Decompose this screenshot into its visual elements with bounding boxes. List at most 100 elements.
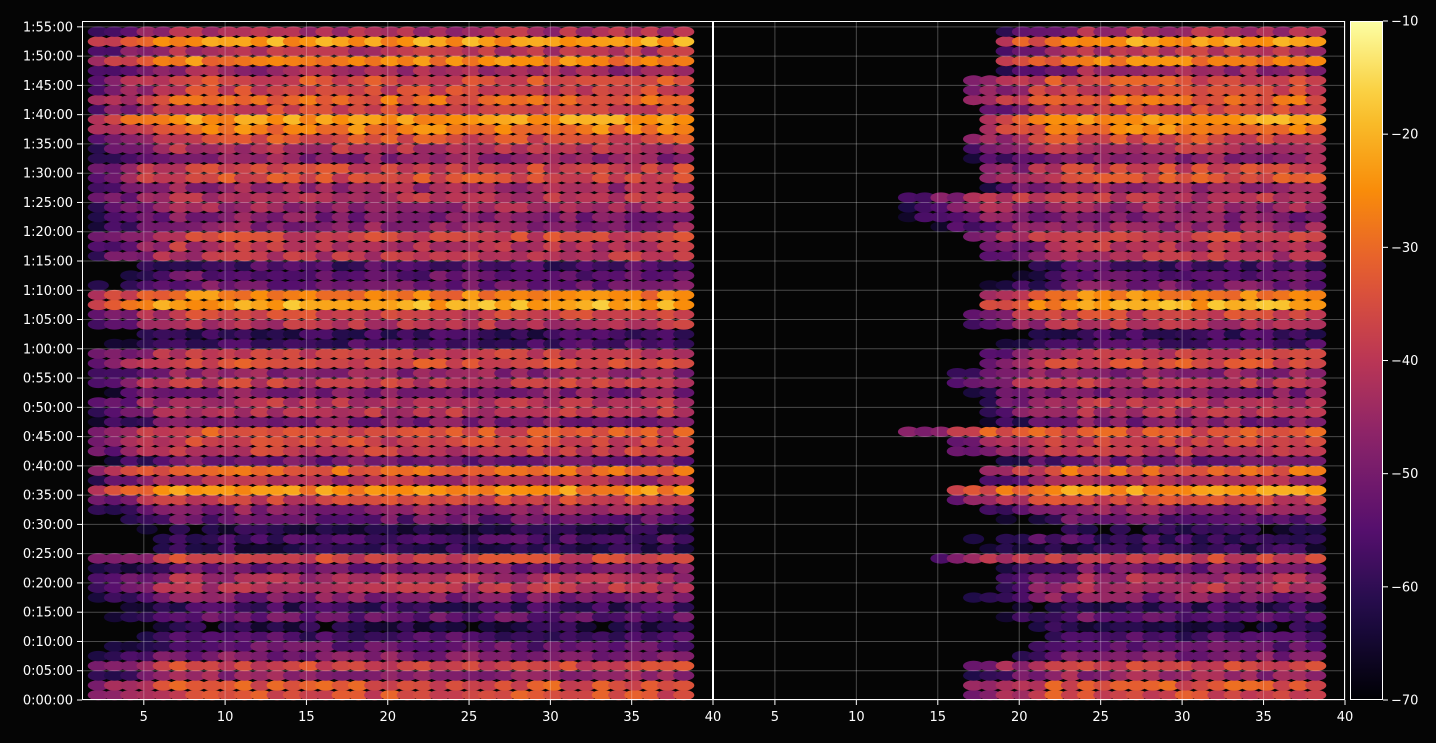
heatmap-cell bbox=[120, 202, 142, 213]
heatmap-cell bbox=[429, 202, 451, 213]
heatmap-cell bbox=[120, 387, 142, 398]
heatmap-cell bbox=[673, 416, 695, 428]
heatmap-cell bbox=[103, 416, 126, 428]
heatmap-cell bbox=[510, 124, 532, 135]
heatmap-cell bbox=[591, 611, 614, 623]
heatmap-cell bbox=[575, 192, 597, 203]
heatmap-cell bbox=[250, 338, 272, 350]
heatmap-cell bbox=[656, 250, 679, 262]
heatmap-cell bbox=[217, 611, 239, 623]
heatmap-cell bbox=[234, 407, 256, 418]
heatmap-cell bbox=[347, 172, 370, 184]
heatmap-cell bbox=[429, 660, 451, 672]
heatmap-cell bbox=[201, 582, 223, 593]
heatmap-cell bbox=[1305, 348, 1327, 359]
heatmap-cell bbox=[250, 670, 272, 681]
heatmap-cell bbox=[136, 455, 158, 467]
heatmap-cell bbox=[624, 192, 646, 203]
heatmap-cell bbox=[640, 592, 662, 603]
heatmap-cell bbox=[624, 358, 646, 369]
heatmap-cell bbox=[347, 124, 370, 135]
heatmap-cell bbox=[494, 524, 516, 535]
heatmap-cell bbox=[87, 289, 109, 301]
heatmap-cell bbox=[575, 397, 597, 408]
heatmap-cell bbox=[494, 270, 516, 281]
heatmap-cell bbox=[103, 319, 126, 330]
heatmap-cell bbox=[347, 387, 370, 398]
heatmap-panel-1 bbox=[87, 26, 695, 701]
heatmap-cell bbox=[299, 416, 321, 428]
heatmap-cell bbox=[543, 260, 565, 272]
heatmap-cell bbox=[510, 533, 532, 545]
colorbar-tick-label: −40 bbox=[1391, 354, 1418, 369]
heatmap-cell bbox=[673, 153, 695, 164]
heatmap-cell bbox=[543, 348, 565, 359]
heatmap-cell bbox=[364, 533, 386, 545]
heatmap-cell bbox=[152, 114, 174, 125]
heatmap-cell bbox=[429, 377, 451, 389]
heatmap-cell bbox=[656, 543, 679, 554]
heatmap-cell bbox=[299, 250, 321, 262]
heatmap-cell bbox=[217, 563, 239, 574]
heatmap-cell bbox=[299, 348, 321, 359]
heatmap-cell bbox=[201, 397, 223, 408]
heatmap-cell bbox=[217, 163, 239, 174]
heatmap-cell bbox=[152, 387, 174, 398]
heatmap-cell bbox=[347, 348, 370, 359]
heatmap-cell bbox=[87, 221, 109, 232]
heatmap-cell bbox=[510, 494, 532, 506]
heatmap-cell bbox=[380, 660, 402, 672]
heatmap-cell bbox=[608, 397, 630, 408]
heatmap-cell bbox=[315, 260, 337, 272]
heatmap-cell bbox=[380, 114, 402, 125]
heatmap-cell bbox=[656, 192, 679, 203]
heatmap-cell bbox=[152, 602, 174, 613]
heatmap-cell bbox=[478, 514, 500, 525]
heatmap-cell bbox=[136, 211, 158, 223]
heatmap-cell bbox=[266, 104, 288, 116]
heatmap-cell bbox=[396, 407, 418, 418]
heatmap-cell bbox=[136, 124, 158, 135]
heatmap-cell bbox=[250, 543, 272, 554]
heatmap-cell bbox=[120, 94, 142, 106]
heatmap-cell bbox=[185, 533, 207, 545]
heatmap-cell bbox=[185, 358, 207, 369]
heatmap-cell bbox=[510, 309, 532, 320]
heatmap-cell bbox=[624, 182, 646, 193]
heatmap-cell bbox=[429, 241, 451, 252]
heatmap-cell bbox=[299, 407, 321, 418]
heatmap-cell bbox=[217, 368, 239, 379]
heatmap-cell bbox=[364, 182, 386, 193]
heatmap-cell bbox=[591, 358, 614, 369]
y-tick-label: 1:55:00 bbox=[23, 20, 73, 35]
heatmap-cell bbox=[445, 309, 467, 320]
heatmap-cell bbox=[1305, 387, 1327, 398]
heatmap-cell bbox=[543, 377, 565, 389]
heatmap-cell bbox=[87, 407, 109, 418]
heatmap-cell bbox=[185, 153, 207, 164]
heatmap-cell bbox=[673, 46, 695, 57]
heatmap-cell bbox=[315, 680, 337, 691]
heatmap-cell bbox=[201, 143, 223, 154]
heatmap-cell bbox=[526, 231, 549, 242]
heatmap-cell bbox=[136, 553, 158, 564]
heatmap-cell bbox=[1305, 407, 1327, 418]
heatmap-cell bbox=[217, 631, 239, 642]
heatmap-cell bbox=[299, 270, 321, 281]
heatmap-cell bbox=[364, 455, 386, 467]
heatmap-cell bbox=[331, 485, 353, 496]
heatmap-cell bbox=[315, 133, 337, 145]
heatmap-cell bbox=[396, 660, 418, 672]
heatmap-cell bbox=[136, 202, 158, 213]
heatmap-cell bbox=[494, 455, 516, 467]
heatmap-cell bbox=[461, 407, 483, 418]
heatmap-cell bbox=[364, 299, 386, 311]
heatmap-cell bbox=[364, 650, 386, 662]
heatmap-cell bbox=[217, 494, 239, 506]
heatmap-cell bbox=[364, 563, 386, 574]
heatmap-cell bbox=[315, 348, 337, 359]
heatmap-cell bbox=[380, 670, 402, 681]
heatmap-cell bbox=[169, 280, 191, 291]
heatmap-cell bbox=[1305, 563, 1327, 574]
